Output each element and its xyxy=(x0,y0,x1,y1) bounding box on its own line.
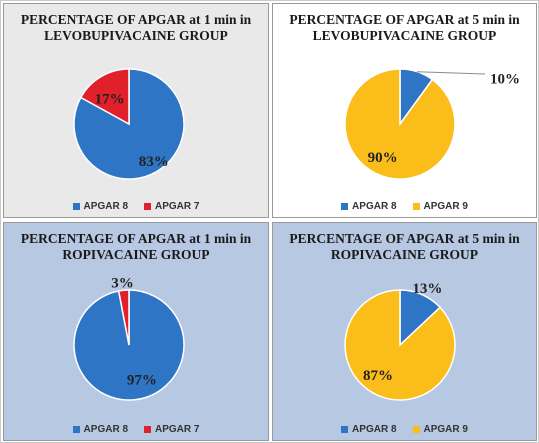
data-label: 83% xyxy=(139,154,169,170)
legend-item: APGAR 8 xyxy=(72,201,128,212)
legend-item: APGAR 8 xyxy=(341,424,397,435)
data-label: 17% xyxy=(95,91,125,107)
data-label: 87% xyxy=(363,368,393,384)
pie-slice-apgar-9 xyxy=(344,289,456,401)
pie-slice-apgar-9 xyxy=(344,68,456,180)
chart-title: PERCENTAGE OF APGAR at 1 min in LEVOBUPI… xyxy=(20,12,252,43)
legend-label: APGAR 8 xyxy=(83,424,128,435)
legend-swatch xyxy=(72,426,80,433)
chart-panel-ropivacaine-1min: PERCENTAGE OF APGAR at 1 min in ROPIVACA… xyxy=(3,222,269,441)
chart-legend: APGAR 8 APGAR 7 xyxy=(4,424,268,435)
pie-chart: 97% 3% xyxy=(73,276,185,401)
legend-label: APGAR 7 xyxy=(155,201,200,212)
legend-swatch xyxy=(144,426,151,433)
legend-swatch xyxy=(144,203,151,210)
data-label: 90% xyxy=(368,150,398,166)
legend-swatch xyxy=(341,426,349,433)
legend-item: APGAR 9 xyxy=(412,424,468,435)
legend-label: APGAR 7 xyxy=(155,424,200,435)
legend-label: APGAR 9 xyxy=(423,201,468,212)
chart-legend: APGAR 8 APGAR 9 xyxy=(273,201,536,212)
legend-swatch xyxy=(341,203,349,210)
chart-title: PERCENTAGE OF APGAR at 5 min in LEVOBUPI… xyxy=(289,12,520,43)
legend-swatch xyxy=(412,203,420,210)
legend-label: APGAR 8 xyxy=(352,201,397,212)
pie-chart: 13% 87% xyxy=(344,281,456,401)
chart-legend: APGAR 8 APGAR 7 xyxy=(4,201,268,212)
data-label: 10% xyxy=(490,71,520,87)
legend-item: APGAR 8 xyxy=(341,201,397,212)
chart-title: PERCENTAGE OF APGAR at 5 min in ROPIVACA… xyxy=(289,231,520,262)
chart-title: PERCENTAGE OF APGAR at 1 min in ROPIVACA… xyxy=(20,231,252,262)
legend-item: APGAR 8 xyxy=(72,424,128,435)
legend-item: APGAR 7 xyxy=(144,201,199,212)
pie-slice-apgar-7 xyxy=(117,289,130,346)
legend-item: APGAR 7 xyxy=(144,424,199,435)
legend-label: APGAR 8 xyxy=(83,201,128,212)
legend-swatch xyxy=(72,203,80,210)
chart-panel-ropivacaine-5min: PERCENTAGE OF APGAR at 5 min in ROPIVACA… xyxy=(272,222,537,441)
pie-chart: 83% 17% xyxy=(73,68,185,180)
leader-line xyxy=(416,71,486,75)
pie-slice-apgar-7 xyxy=(79,68,130,126)
legend-label: APGAR 8 xyxy=(352,424,397,435)
data-label: 3% xyxy=(111,276,134,292)
pie-chart: 10% 90% xyxy=(344,68,520,180)
legend-label: APGAR 9 xyxy=(423,424,468,435)
chart-panel-levobupivacaine-1min: PERCENTAGE OF APGAR at 1 min in LEVOBUPI… xyxy=(3,3,269,218)
chart-legend: APGAR 8 APGAR 9 xyxy=(273,424,536,435)
data-label: 97% xyxy=(127,373,157,389)
legend-item: APGAR 9 xyxy=(412,201,468,212)
legend-swatch xyxy=(412,426,420,433)
chart-panel-levobupivacaine-5min: PERCENTAGE OF APGAR at 5 min in LEVOBUPI… xyxy=(272,3,537,218)
data-label: 13% xyxy=(412,281,442,297)
